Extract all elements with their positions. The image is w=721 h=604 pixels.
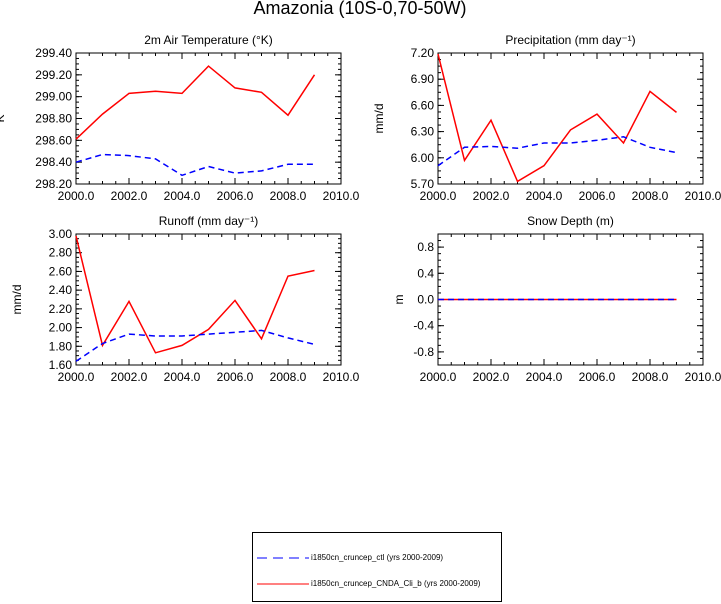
x-tick-label: 2010.0 (685, 189, 721, 203)
y-tick-label: -0.4 (413, 319, 434, 333)
legend-swatch-ctl (257, 557, 309, 559)
y-tick-label: 6.00 (411, 151, 435, 165)
legend-item-exp: i1850cn_cruncep_CNDA_Cli_b (yrs 2000-200… (253, 577, 501, 591)
y-tick-label: 2.60 (49, 264, 73, 278)
page-title: Amazonia (10S-0,70-50W) (253, 0, 466, 18)
panel-title: 2m Air Temperature (°K) (144, 33, 273, 47)
legend-label-ctl: i1850cn_cruncep_ctl (yrs 2000-2009) (311, 553, 444, 562)
y-tick-label: 3.00 (49, 227, 73, 241)
panel-title: Runoff (mm day⁻¹) (159, 214, 258, 228)
x-tick-label: 2004.0 (526, 370, 563, 384)
legend: i1850cn_cruncep_ctl (yrs 2000-2009) i185… (252, 532, 502, 602)
y-axis-label: mm/d (10, 285, 24, 315)
legend-label-exp: i1850cn_cruncep_CNDA_Cli_b (yrs 2000-200… (311, 579, 481, 588)
x-tick-label: 2002.0 (473, 370, 510, 384)
y-tick-label: 6.60 (411, 98, 435, 112)
x-tick-label: 2004.0 (164, 189, 201, 203)
y-axis-label: K (0, 114, 7, 122)
x-tick-label: 2010.0 (685, 370, 721, 384)
x-tick-label: 2008.0 (270, 189, 307, 203)
x-tick-label: 2008.0 (632, 189, 669, 203)
series-line-cnda (75, 235, 315, 354)
y-tick-label: 299.20 (35, 68, 72, 82)
legend-item-ctl: i1850cn_cruncep_ctl (yrs 2000-2009) (253, 551, 501, 565)
y-axis-label: m (392, 295, 406, 305)
chart-panel-1: Precipitation (mm day⁻¹) mm/d 2000.0 2002.0… (372, 33, 721, 203)
x-tick-label: 2002.0 (111, 370, 148, 384)
y-tick-label: 2.20 (49, 302, 73, 316)
series-line-cnda (75, 65, 316, 140)
x-tick-label: 2000.0 (420, 189, 457, 203)
x-tick-label: 2002.0 (111, 189, 148, 203)
series-line-ctl (75, 329, 315, 362)
x-tick-label: 2010.0 (323, 370, 360, 384)
x-tick-label: 2000.0 (420, 370, 457, 384)
y-tick-label: 6.30 (411, 125, 435, 139)
plot-frame (437, 52, 704, 185)
x-tick-label: 2000.0 (58, 370, 95, 384)
y-tick-label: 298.60 (35, 133, 72, 147)
x-tick-label: 2006.0 (579, 370, 616, 384)
panel-title: Snow Depth (m) (527, 214, 614, 228)
y-tick-label: 0.0 (417, 293, 434, 307)
y-tick-label: 1.60 (49, 358, 73, 372)
y-tick-label: 6.90 (411, 72, 435, 86)
chart-panel-2: Runoff (mm day⁻¹) mm/d 2000.0 2002.0 2004.0 2… (10, 214, 360, 384)
x-tick-label: 2010.0 (323, 189, 360, 203)
y-tick-label: 298.80 (35, 112, 72, 126)
y-tick-label: 2.40 (49, 283, 73, 297)
y-axis-label: mm/d (372, 104, 386, 134)
series-line-ctl (437, 136, 677, 167)
x-tick-label: 2008.0 (270, 370, 307, 384)
y-tick-label: 0.8 (417, 240, 434, 254)
y-tick-label: 5.70 (411, 177, 435, 191)
y-tick-label: 1.80 (49, 339, 73, 353)
y-tick-label: 299.40 (35, 46, 72, 60)
y-tick-label: 2.00 (49, 321, 73, 335)
x-tick-label: 2004.0 (164, 370, 201, 384)
y-tick-label: 0.4 (417, 266, 434, 280)
x-tick-label: 2006.0 (217, 189, 254, 203)
y-tick-label: 7.20 (411, 46, 435, 60)
plot-frame (75, 233, 342, 366)
panel-title: Precipitation (mm day⁻¹) (505, 33, 635, 47)
y-tick-label: 298.40 (35, 155, 72, 169)
legend-swatch-exp (257, 583, 309, 585)
series-line-ctl (75, 153, 315, 177)
y-tick-label: 298.20 (35, 177, 72, 191)
series-line-cnda (437, 53, 677, 183)
x-tick-label: 2000.0 (58, 189, 95, 203)
chart-panel-0: 2m Air Temperature (°K) K 2000.0 2002.0 2004… (0, 33, 360, 203)
x-tick-label: 2002.0 (473, 189, 510, 203)
x-tick-label: 2004.0 (526, 189, 563, 203)
x-tick-label: 2008.0 (632, 370, 669, 384)
chart-panel-3: Snow Depth (m) m 2000.0 2002.0 2004.0 2006.0 2… (392, 214, 721, 384)
x-tick-label: 2006.0 (579, 189, 616, 203)
x-tick-label: 2006.0 (217, 370, 254, 384)
y-tick-label: 2.80 (49, 246, 73, 260)
y-tick-label: 299.00 (35, 90, 72, 104)
y-tick-label: -0.8 (413, 345, 434, 359)
